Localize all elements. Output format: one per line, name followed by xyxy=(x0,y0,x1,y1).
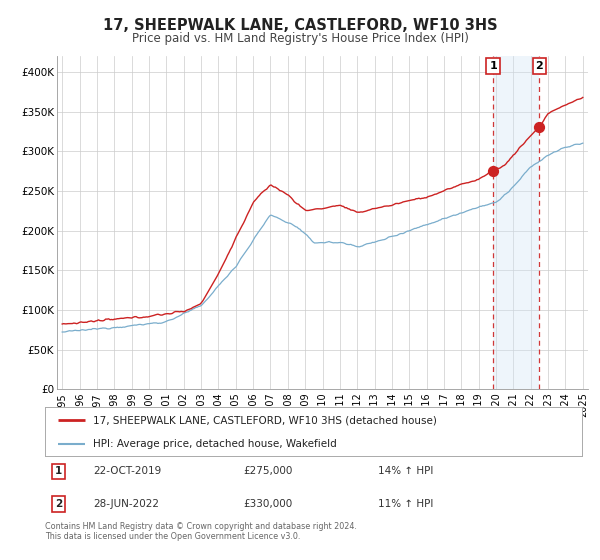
Text: Price paid vs. HM Land Registry's House Price Index (HPI): Price paid vs. HM Land Registry's House … xyxy=(131,32,469,45)
Text: £275,000: £275,000 xyxy=(244,466,293,477)
Text: 17, SHEEPWALK LANE, CASTLEFORD, WF10 3HS (detached house): 17, SHEEPWALK LANE, CASTLEFORD, WF10 3HS… xyxy=(94,416,437,426)
Text: £330,000: £330,000 xyxy=(244,499,293,509)
Text: 2: 2 xyxy=(55,499,62,509)
Text: 1: 1 xyxy=(489,61,497,71)
Point xyxy=(488,166,498,175)
Text: Contains HM Land Registry data © Crown copyright and database right 2024.
This d: Contains HM Land Registry data © Crown c… xyxy=(45,522,357,542)
Text: 28-JUN-2022: 28-JUN-2022 xyxy=(94,499,160,509)
Text: 17, SHEEPWALK LANE, CASTLEFORD, WF10 3HS: 17, SHEEPWALK LANE, CASTLEFORD, WF10 3HS xyxy=(103,18,497,33)
Text: 22-OCT-2019: 22-OCT-2019 xyxy=(94,466,161,477)
Text: 2: 2 xyxy=(536,61,543,71)
Bar xyxy=(493,56,539,389)
Text: 14% ↑ HPI: 14% ↑ HPI xyxy=(378,466,433,477)
Text: 11% ↑ HPI: 11% ↑ HPI xyxy=(378,499,433,509)
Text: 1: 1 xyxy=(55,466,62,477)
Point xyxy=(535,123,544,132)
Text: HPI: Average price, detached house, Wakefield: HPI: Average price, detached house, Wake… xyxy=(94,439,337,449)
